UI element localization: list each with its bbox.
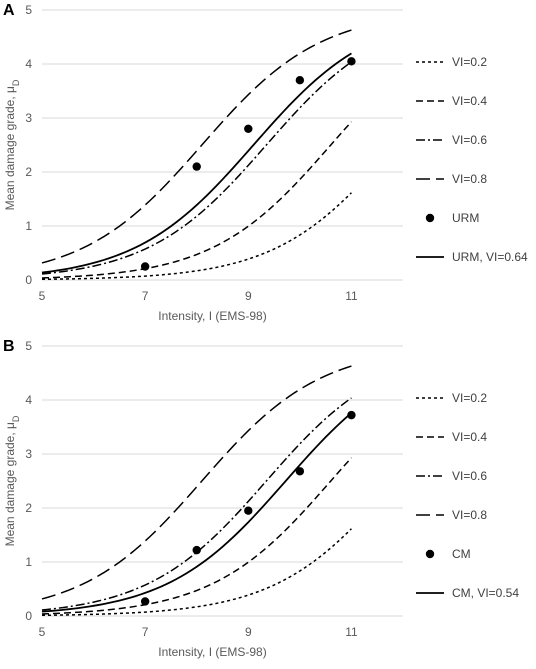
legend-label: VI=0.8 [452,172,487,186]
legend-marker [425,549,435,559]
chart-panel-b: B 0 1 2 3 4 5 5 7 9 11 Intensity, I (EMS-98) Mean d… [0,336,536,666]
series-line [41,52,352,274]
panel-label: A [3,2,15,19]
chart-a-svg: 0 1 2 3 4 5 5 7 9 11 Intensity, I (EMS-98) Mean dam… [3,3,528,323]
y-tick-label: 1 [25,555,32,569]
y-tick-label: 0 [25,609,32,623]
x-axis-title: Intensity, I (EMS-98) [158,309,266,323]
series-line [41,121,352,279]
y-tick-label: 2 [25,501,32,515]
x-tick-label: 11 [345,625,358,639]
legend-label: URM, VI=0.64 [452,250,528,264]
legend-label: VI=0.6 [452,133,487,147]
series-line [41,29,352,264]
data-point [347,410,356,420]
data-point [140,597,150,606]
legend-label: URM [452,211,479,225]
y-tick-label: 3 [25,111,32,125]
legend-label: VI=0.4 [452,94,487,108]
series-line [41,61,352,275]
data-point [347,57,356,66]
x-tick-label: 7 [142,625,149,639]
legend-label: VI=0.2 [452,55,487,69]
x-axis-title: Intensity, I (EMS-98) [158,645,266,659]
series-line [41,457,352,615]
y-axis-title: Mean damage grade, μD [3,415,21,546]
data-point [295,76,305,85]
panel-label: B [3,338,15,355]
data-point [244,124,253,133]
data-point [192,162,201,171]
y-axis-title-subscript: D [11,415,21,422]
legend-label: VI=0.4 [452,430,487,444]
data-point [244,506,253,515]
series-line [41,412,353,613]
chart-b-svg: 0 1 2 3 4 5 5 7 9 11 Intensity, I (EMS-98) Mean dam… [3,339,519,659]
y-tick-label: 4 [25,393,32,407]
x-tick-label: 9 [245,625,252,639]
y-tick-label: 1 [25,219,32,233]
y-tick-label: 4 [25,57,32,71]
legend-label: VI=0.6 [452,469,487,483]
x-tick-label: 7 [142,289,149,303]
chart-panel-a: A 0 1 2 3 4 5 5 7 9 11 Intensity, I (EMS-98) Mean d… [0,0,536,330]
series-line [41,528,352,617]
legend-label: VI=0.8 [452,508,487,522]
series-line [41,397,352,611]
data-point [140,262,150,271]
y-tick-label: 5 [25,339,32,353]
data-point [295,467,305,476]
y-tick-label: 2 [25,165,32,179]
y-tick-label: 5 [25,3,32,17]
y-tick-label: 0 [25,273,32,287]
x-tick-label: 5 [39,625,46,639]
y-axis-title: Mean damage grade, μD [3,79,21,210]
legend-marker [425,213,435,223]
legend-label: CM [452,547,471,561]
x-tick-label: 9 [245,289,252,303]
x-tick-label: 11 [345,289,358,303]
data-point [192,545,201,555]
series-line [41,365,352,600]
legend-label: VI=0.2 [452,391,487,405]
series-line [41,192,352,281]
y-axis-title-subscript: D [11,79,21,86]
legend-label: CM, VI=0.54 [452,586,519,600]
y-tick-label: 3 [25,447,32,461]
x-tick-label: 5 [39,289,46,303]
